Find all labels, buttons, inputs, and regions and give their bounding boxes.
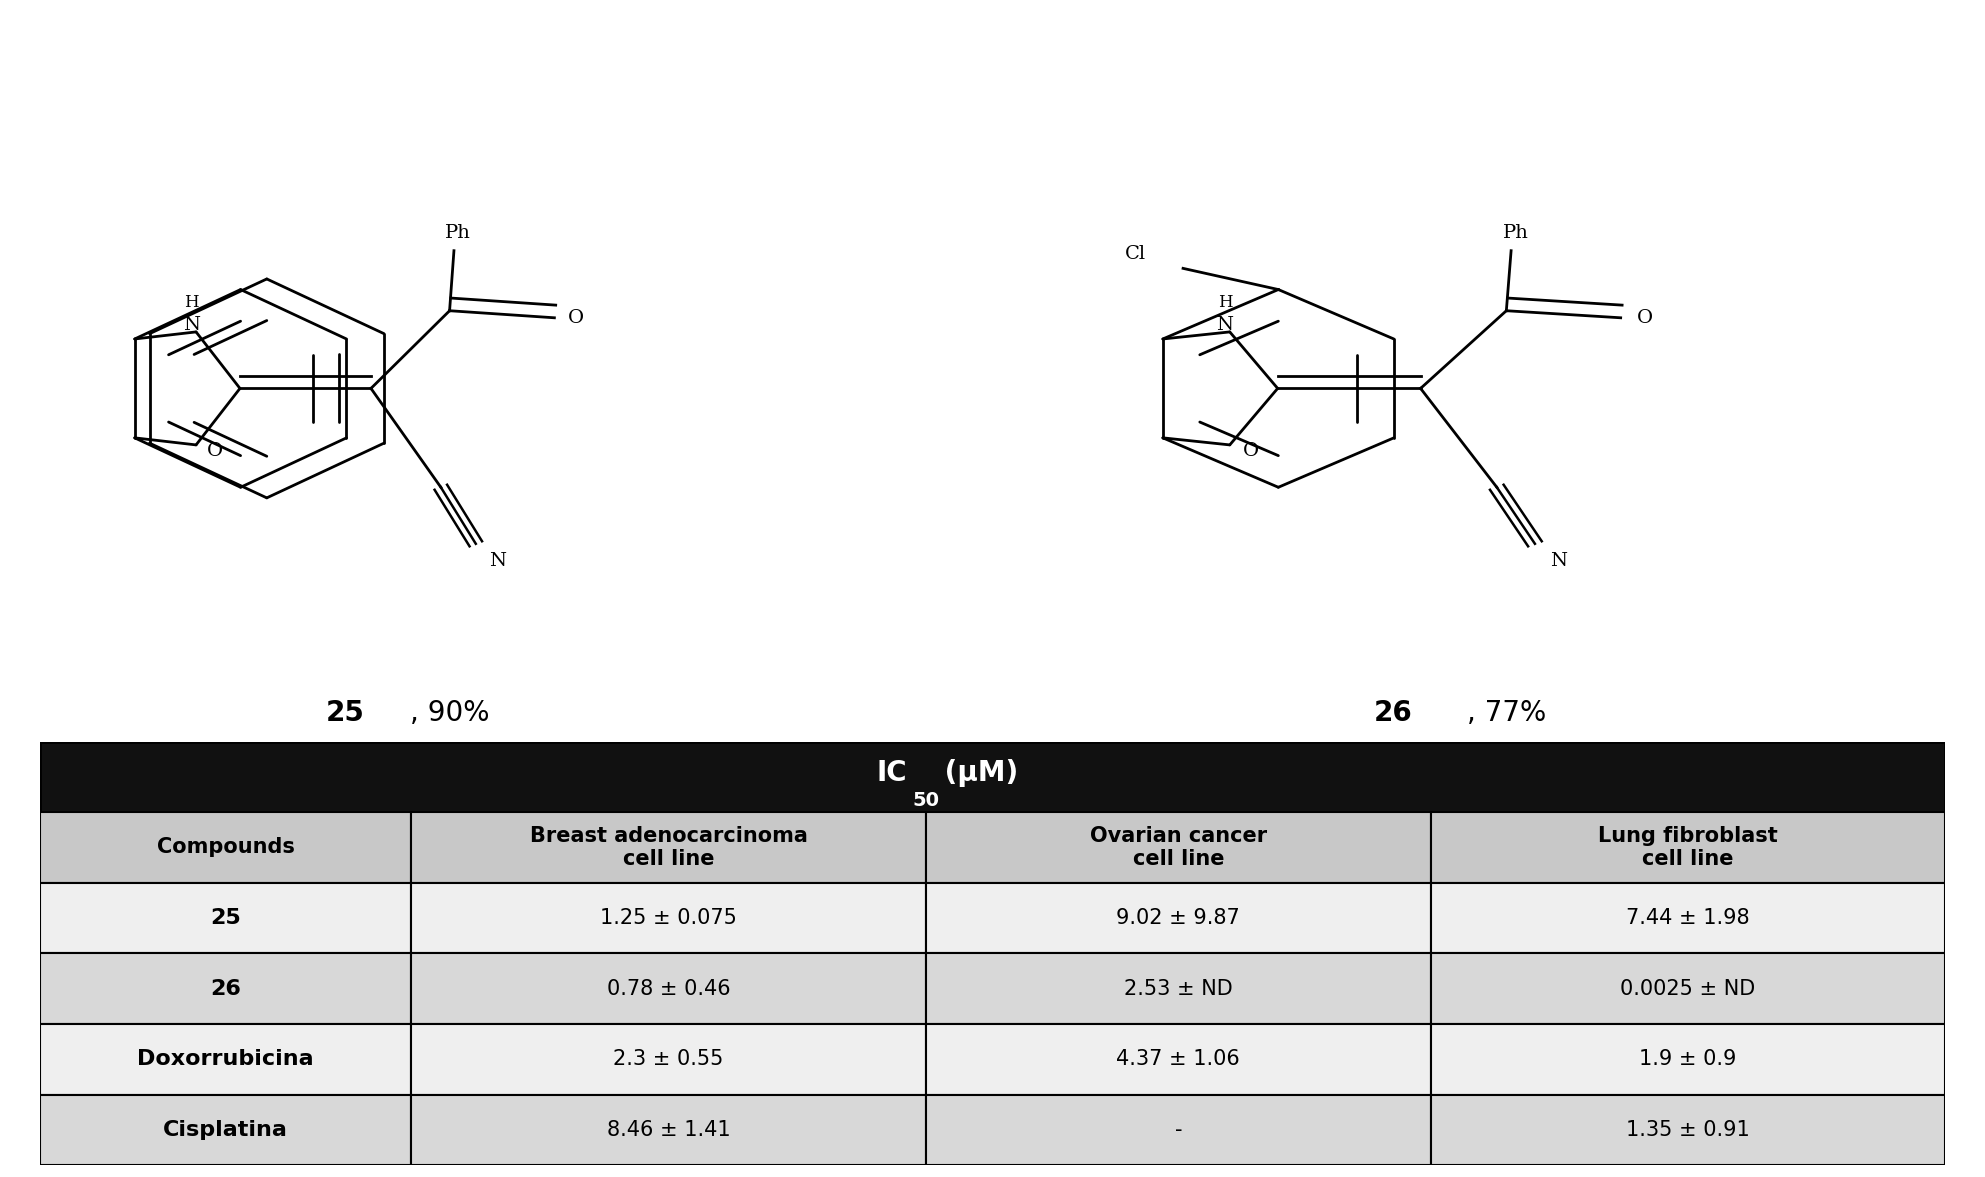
Text: N: N [183, 315, 200, 334]
Bar [1431, 883, 1945, 953]
Text: 9.02 ± 9.87: 9.02 ± 9.87 [1116, 909, 1241, 927]
Text: Cisplatina: Cisplatina [163, 1121, 288, 1139]
Text: 1.25 ± 0.075: 1.25 ± 0.075 [599, 909, 736, 927]
Text: 25: 25 [210, 909, 240, 927]
Bar [40, 1024, 411, 1095]
Bar [925, 1024, 1431, 1095]
Text: 4.37 ± 1.06: 4.37 ± 1.06 [1116, 1050, 1241, 1069]
Text: (μM): (μM) [935, 759, 1018, 786]
Text: 2.53 ± ND: 2.53 ± ND [1124, 979, 1233, 998]
Text: 25: 25 [326, 699, 365, 727]
Bar [1431, 1024, 1945, 1095]
Bar [925, 1095, 1431, 1165]
Text: O: O [206, 441, 224, 459]
Bar [40, 953, 411, 1024]
Text: 1.35 ± 0.91: 1.35 ± 0.91 [1626, 1121, 1751, 1139]
Text: IC: IC [875, 759, 907, 786]
Text: 50: 50 [913, 791, 939, 810]
Text: Cl: Cl [1125, 245, 1145, 264]
Bar [40, 883, 411, 953]
Text: O: O [568, 308, 584, 327]
Bar [1431, 953, 1945, 1024]
Bar [411, 1095, 925, 1165]
Text: Ovarian cancer
cell line: Ovarian cancer cell line [1090, 826, 1266, 869]
Text: 26: 26 [210, 979, 240, 998]
Text: -: - [1175, 1121, 1181, 1139]
Text: Ph: Ph [1503, 224, 1528, 242]
Bar [40, 1095, 411, 1165]
Bar [40, 812, 411, 883]
Text: 0.78 ± 0.46: 0.78 ± 0.46 [607, 979, 730, 998]
Text: O: O [1243, 441, 1258, 459]
Text: Compounds: Compounds [157, 838, 294, 857]
Text: N: N [488, 552, 506, 571]
Bar [925, 883, 1431, 953]
Text: 2.3 ± 0.55: 2.3 ± 0.55 [613, 1050, 725, 1069]
Text: 26: 26 [1374, 699, 1411, 727]
Bar [1431, 1095, 1945, 1165]
Bar [1431, 812, 1945, 883]
Bar [925, 812, 1431, 883]
Text: H: H [185, 294, 198, 311]
Text: , 90%: , 90% [411, 699, 490, 727]
Text: 8.46 ± 1.41: 8.46 ± 1.41 [607, 1121, 730, 1139]
Text: N: N [1217, 315, 1233, 334]
Text: 0.0025 ± ND: 0.0025 ± ND [1620, 979, 1755, 998]
Bar [411, 883, 925, 953]
Bar [925, 953, 1431, 1024]
Text: , 77%: , 77% [1467, 699, 1546, 727]
Text: 1.9 ± 0.9: 1.9 ± 0.9 [1640, 1050, 1737, 1069]
Bar [411, 1024, 925, 1095]
Bar [40, 742, 1945, 812]
Text: H: H [1217, 294, 1233, 311]
Text: 7.44 ± 1.98: 7.44 ± 1.98 [1626, 909, 1751, 927]
Text: Breast adenocarcinoma
cell line: Breast adenocarcinoma cell line [530, 826, 808, 869]
Text: Ph: Ph [445, 224, 470, 242]
Bar [411, 953, 925, 1024]
Bar [411, 812, 925, 883]
Text: O: O [1636, 308, 1654, 327]
Text: Doxorrubicina: Doxorrubicina [137, 1050, 314, 1069]
Text: Lung fibroblast
cell line: Lung fibroblast cell line [1598, 826, 1779, 869]
Text: N: N [1550, 552, 1568, 571]
